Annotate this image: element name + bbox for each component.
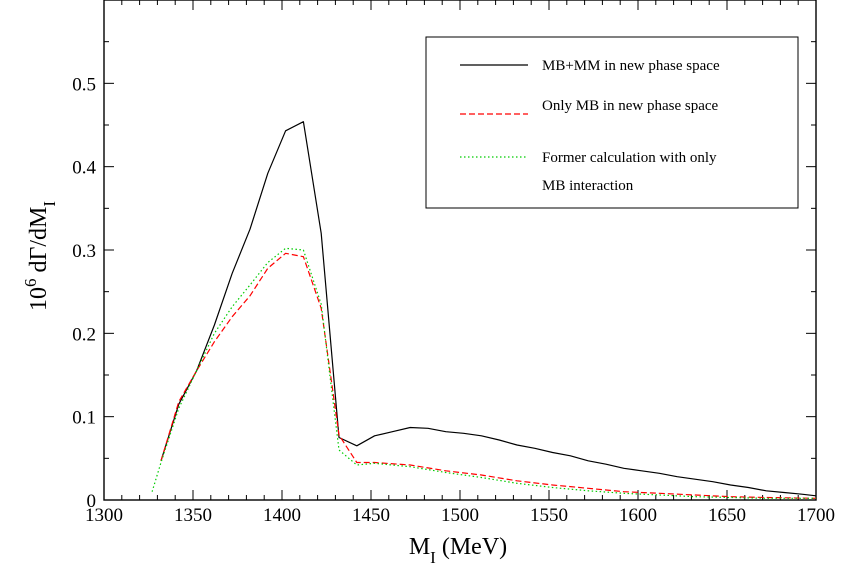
series-layer: [151, 121, 817, 499]
x-tick-label: 1350: [174, 505, 212, 526]
x-tick-label: 1550: [530, 505, 568, 526]
y-tick-label: 0: [87, 491, 97, 512]
x-tick-label: 1450: [352, 505, 390, 526]
x-axis-title-main: M: [409, 534, 430, 560]
legend-label-mb-mm: MB+MM in new phase space: [542, 58, 720, 74]
y-axis-title-exp: 6: [21, 279, 40, 288]
tick-labels: 1300 1350 1400 1450 1500 1550 1600 1650 1700 0 0.1…: [72, 74, 835, 526]
y-axis-title: 106 dΓ/dMI: [21, 201, 59, 311]
x-tick-label: 1300: [85, 505, 123, 526]
legend: MB+MM in new phase space Only MB in new …: [425, 36, 799, 209]
y-axis-title-prefix: 10: [26, 287, 52, 311]
x-tick-label: 1700: [797, 505, 835, 526]
y-tick-label: 0.1: [72, 408, 96, 429]
series-line-only-mb: [160, 252, 817, 499]
x-axis-title: MI (MeV): [409, 534, 507, 567]
x-tick-label: 1600: [619, 505, 657, 526]
y-axis-title-sub: I: [40, 201, 59, 207]
y-tick-label: 0.3: [72, 241, 96, 262]
y-tick-label: 0.2: [72, 324, 96, 345]
legend-label-only-mb: Only MB in new phase space: [542, 98, 719, 114]
series-line-mb-mm: [160, 121, 817, 497]
legend-label-former-line2: MB interaction: [542, 178, 634, 194]
series-line-former: [151, 247, 816, 499]
x-axis-title-unit: (MeV): [436, 534, 507, 560]
y-tick-label: 0.4: [72, 158, 96, 179]
x-tick-label: 1400: [263, 505, 301, 526]
x-axis-title-sub: I: [430, 548, 436, 567]
axis-ticks: [103, 0, 817, 501]
legend-label-former-line1: Former calculation with only: [542, 150, 717, 166]
x-tick-label: 1500: [441, 505, 479, 526]
x-tick-label: 1650: [708, 505, 746, 526]
y-tick-label: 0.5: [72, 74, 96, 95]
y-axis-title-main: dΓ/dM: [26, 207, 52, 279]
